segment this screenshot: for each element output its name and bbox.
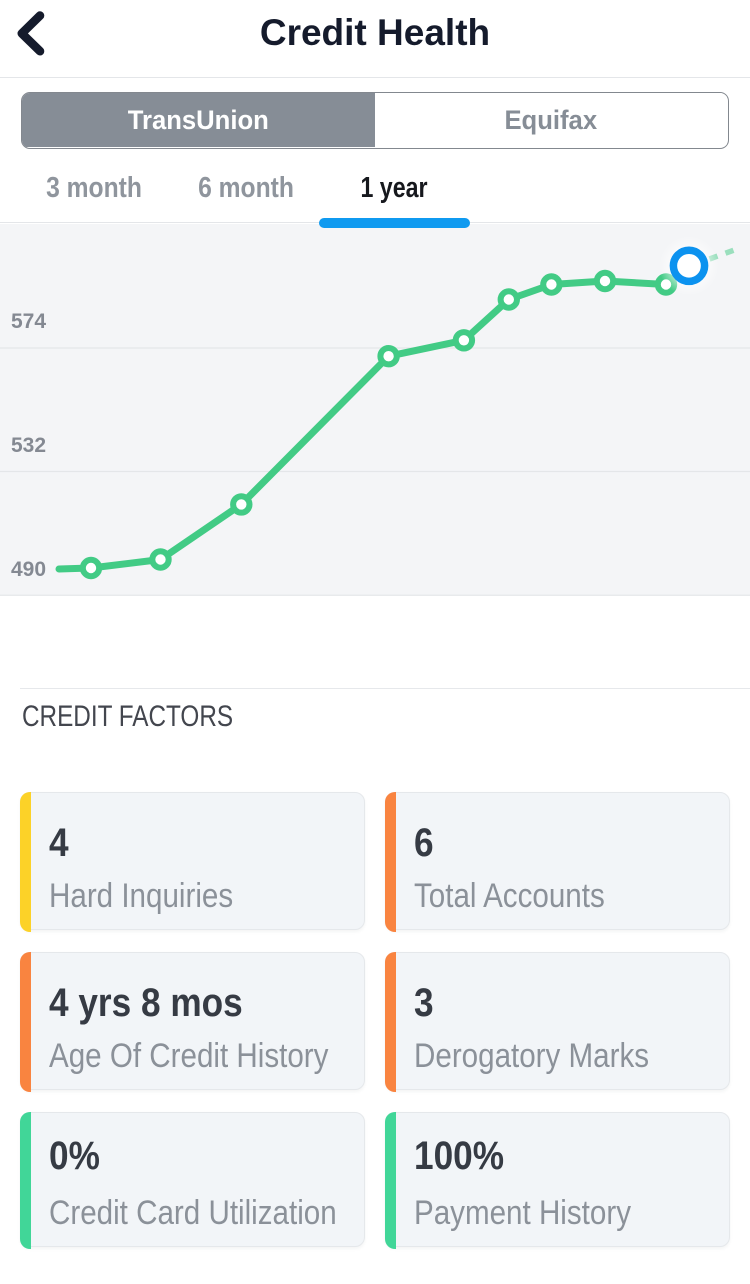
svg-text:490: 490 [11, 558, 46, 581]
svg-text:532: 532 [11, 434, 46, 457]
svg-text:574: 574 [11, 310, 46, 333]
